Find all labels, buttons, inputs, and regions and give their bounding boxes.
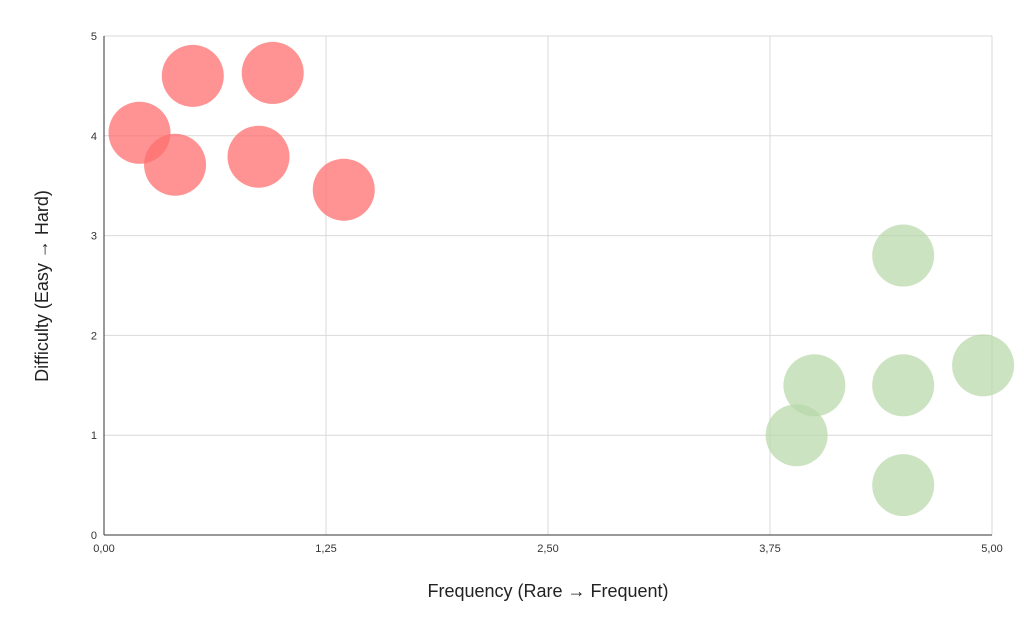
x-tick-label: 0,00 xyxy=(93,543,114,555)
x-tick-label: 2,50 xyxy=(537,543,558,555)
x-tick-label: 5,00 xyxy=(981,543,1002,555)
y-tick-label: 0 xyxy=(91,530,97,542)
data-point xyxy=(783,354,846,417)
y-tick-label: 2 xyxy=(91,330,97,342)
data-points xyxy=(108,41,1015,517)
data-point xyxy=(161,44,224,107)
axes xyxy=(103,36,992,536)
data-point xyxy=(144,133,207,196)
data-point xyxy=(227,125,290,188)
y-tick-label: 4 xyxy=(91,131,97,143)
data-point xyxy=(241,41,304,104)
data-point xyxy=(872,224,935,287)
data-point xyxy=(765,404,828,467)
data-point xyxy=(952,334,1015,397)
data-point xyxy=(312,158,375,221)
data-point xyxy=(872,354,935,417)
x-axis-title: Frequency (Rare → Frequent) xyxy=(427,581,668,601)
y-tick-label: 5 xyxy=(91,31,97,43)
y-tick-label: 3 xyxy=(91,231,97,243)
data-point xyxy=(872,454,935,517)
x-tick-label: 1,25 xyxy=(315,543,336,555)
grid-lines xyxy=(104,35,993,535)
y-axis-title: Difficulty (Easy → Hard) xyxy=(32,190,52,382)
tick-labels: 0,00 1,25 2,50 3,75 5,00 0 1 2 3 4 5 xyxy=(91,31,1003,555)
x-tick-label: 3,75 xyxy=(759,543,780,555)
y-tick-label: 1 xyxy=(91,430,97,442)
